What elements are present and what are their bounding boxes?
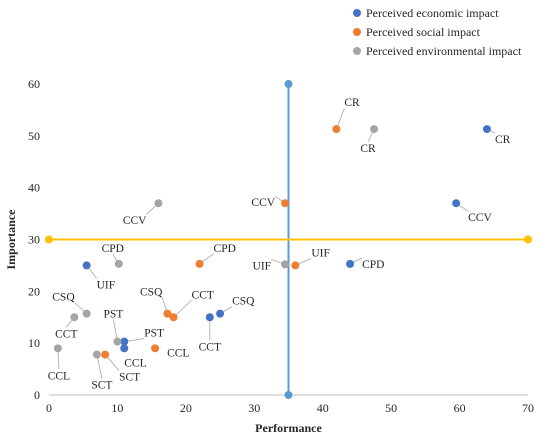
- y-axis-title: Importance: [4, 209, 18, 270]
- data-point: [281, 260, 290, 269]
- data-label: UIF: [253, 260, 272, 272]
- y-tick-label: 10: [28, 336, 40, 350]
- data-label: CCT: [55, 328, 77, 340]
- legend-label: Perceived economic impact: [366, 6, 499, 20]
- data-point: [53, 344, 62, 353]
- x-tick-label: 40: [317, 401, 329, 415]
- data-label: CCT: [192, 289, 214, 301]
- data-label: SCT: [91, 380, 112, 392]
- data-point: [195, 259, 204, 268]
- data-label: PST: [104, 309, 124, 321]
- data-point: [120, 344, 129, 353]
- x-axis-title: Performance: [255, 421, 322, 435]
- data-point: [216, 309, 225, 318]
- data-label: CPD: [362, 259, 384, 271]
- y-tick-label: 0: [34, 388, 40, 402]
- data-point: [163, 309, 172, 318]
- data-label: CSQ: [52, 292, 75, 304]
- x-tick-label: 60: [454, 401, 466, 415]
- data-label: SCT: [119, 372, 140, 384]
- legend-label: Perceived social impact: [366, 25, 481, 39]
- horizontal-reference-end-marker: [45, 235, 53, 244]
- data-label: CCV: [468, 212, 492, 224]
- data-label: CCV: [251, 197, 275, 209]
- vertical-reference-end-marker: [284, 80, 293, 88]
- x-tick-label: 10: [111, 401, 123, 415]
- legend-marker: [353, 28, 361, 36]
- data-point: [92, 350, 101, 359]
- data-label: CR: [344, 97, 360, 109]
- data-label: CSQ: [140, 287, 163, 299]
- y-tick-label: 60: [28, 77, 40, 91]
- data-label: CCL: [48, 370, 70, 382]
- data-label: CPD: [214, 243, 236, 255]
- label-leader-line: [96, 354, 103, 379]
- x-tick-label: 70: [522, 401, 534, 415]
- y-tick-label: 50: [28, 129, 40, 143]
- legend: Perceived economic impact Perceived socia…: [353, 6, 522, 58]
- axes: 0 10 20 30 40 50 60 70 0 10 20 30 40 50 60 Performance I…: [4, 77, 534, 435]
- data-label: CCL: [167, 347, 189, 359]
- data-point: [82, 261, 91, 270]
- data-label: UIF: [97, 279, 116, 291]
- data-label: PST: [144, 328, 164, 340]
- data-point: [169, 313, 178, 322]
- data-point: [281, 199, 290, 208]
- horizontal-reference-end-marker: [524, 235, 532, 244]
- data-point: [120, 337, 129, 346]
- data-label: UIF: [311, 247, 330, 259]
- x-tick-label: 30: [248, 401, 260, 415]
- y-tick-label: 20: [28, 284, 40, 298]
- data-point: [101, 350, 110, 359]
- data-point: [113, 337, 122, 346]
- data-point: [70, 313, 79, 322]
- data-label: CSQ: [232, 296, 255, 308]
- data-point: [370, 125, 379, 134]
- legend-marker: [353, 47, 361, 55]
- legend-marker: [353, 9, 361, 17]
- data-point: [154, 199, 163, 208]
- x-tick-label: 0: [46, 401, 52, 415]
- data-label: CCT: [199, 341, 221, 353]
- data-points: [53, 125, 491, 359]
- x-tick-label: 20: [180, 401, 192, 415]
- data-label: CPD: [102, 243, 124, 255]
- data-point: [291, 261, 300, 270]
- data-point: [151, 344, 160, 353]
- data-point: [332, 125, 341, 134]
- data-point: [114, 259, 123, 268]
- data-point: [205, 313, 214, 322]
- data-point: [452, 199, 461, 208]
- data-label: CCL: [124, 357, 146, 369]
- y-tick-label: 40: [28, 181, 40, 195]
- data-point: [82, 309, 91, 318]
- reference-lines: [45, 80, 532, 399]
- data-point: [482, 125, 491, 134]
- y-tick-label: 30: [28, 233, 40, 247]
- data-label: CR: [360, 143, 376, 155]
- data-label: CCV: [123, 215, 147, 227]
- vertical-reference-end-marker: [284, 391, 293, 399]
- data-point: [346, 259, 355, 268]
- data-label: CR: [495, 134, 511, 146]
- x-tick-label: 50: [385, 401, 397, 415]
- label-leader-line: [173, 299, 192, 318]
- legend-label: Perceived environmental impact: [366, 44, 522, 58]
